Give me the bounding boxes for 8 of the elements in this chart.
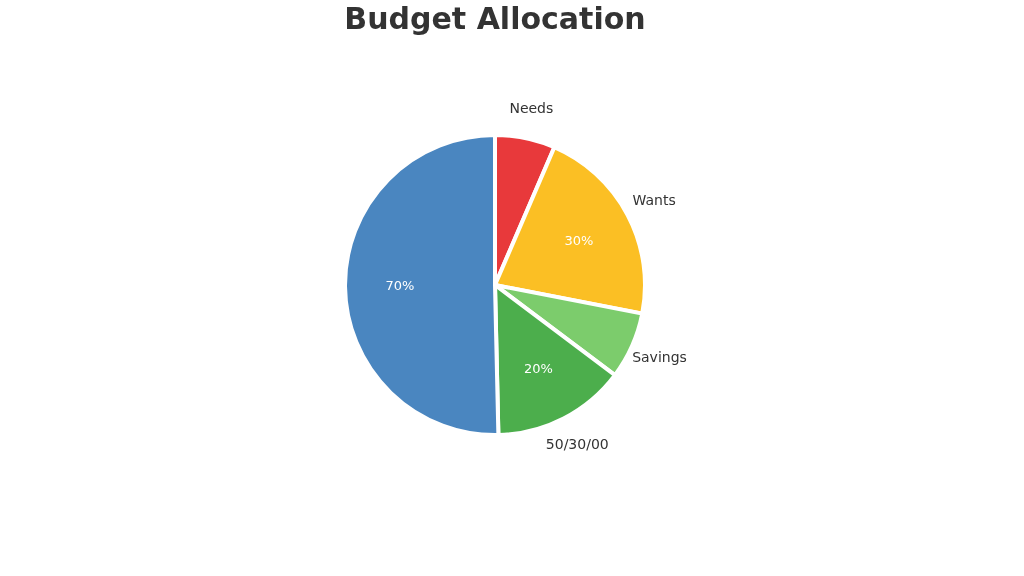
chart-title: Budget Allocation [344,1,646,36]
slice-label: Savings [632,349,687,366]
data-label: 70% [385,278,415,294]
slice-label: Wants [632,191,676,208]
data-label: 30% [564,232,594,248]
data-label: 20% [523,361,553,377]
slice-label: Needs [509,99,554,116]
slice-label: 50/30/00 [545,436,609,453]
